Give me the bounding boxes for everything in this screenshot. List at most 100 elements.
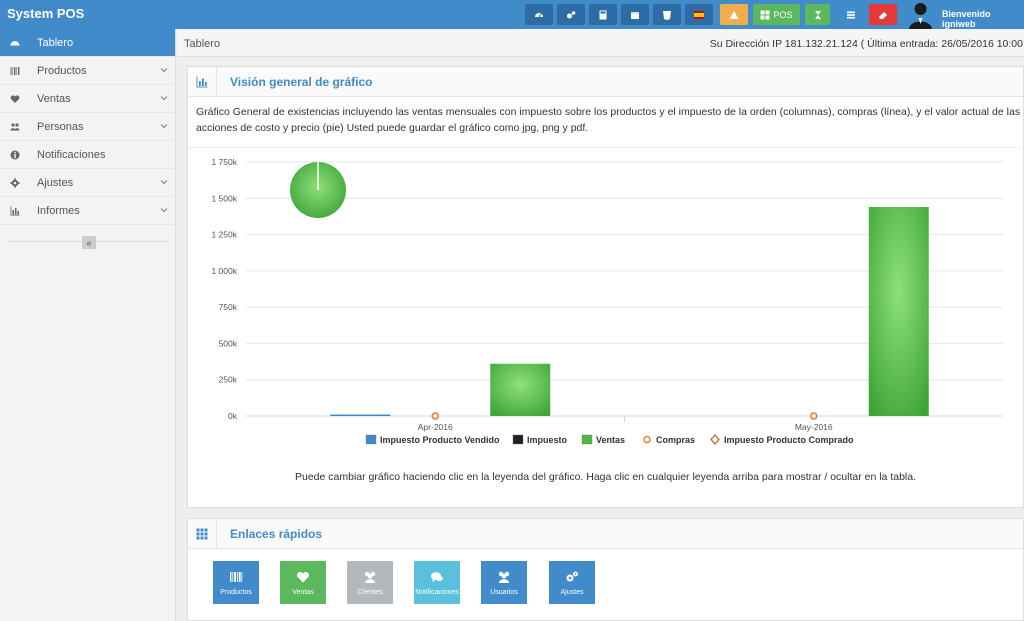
point-compras [809,412,818,420]
legend-ventas-swatch [581,434,593,445]
pos-button[interactable]: POS [753,4,800,25]
legend-impuesto-swatch [512,434,524,445]
welcome-user[interactable]: Bienvenido igniweb [942,9,991,29]
chevron-down-icon [160,180,168,185]
calculator-button[interactable] [589,4,617,25]
quicklink-label: Clientes [357,588,383,596]
quicklink-usuarios[interactable]: Usuarios [481,561,527,604]
legend-impuesto-producto-vendido-swatch [365,434,377,445]
chart-help-note: Puede cambiar gráfico haciendo clic en l… [294,471,917,483]
panel-title: Enlaces rápidos [230,527,323,541]
cogs-icon [566,571,578,581]
quicklink-clientes[interactable]: Clientes [347,561,393,604]
eraser-icon [879,11,887,19]
info-icon [9,149,21,161]
point-compras [431,412,440,420]
cogs-icon [567,10,576,18]
legend-ventas[interactable]: Ventas [596,435,625,445]
sidebar-item-label: Notificaciones [37,148,106,161]
bar-ventas [490,363,551,416]
calendar-icon [631,11,639,19]
grid-icon [188,519,217,548]
y-tick-label: 250k [219,375,238,385]
css3-icon [663,10,671,20]
calculator-icon [599,10,607,19]
bar-impuesto-producto-vendido [330,414,391,416]
sidebar-item-label: Productos [37,64,87,77]
heart-icon [296,571,310,582]
panel-header: Enlaces rápidos [188,519,1023,549]
top-navbar: System POS POS Bienvenido igniweb [0,0,1024,29]
x-tick-label: May-2016 [795,422,833,432]
y-tick-label: 1 250k [211,230,237,240]
dashboard-icon [9,37,21,49]
quicklink-ventas[interactable]: Ventas [280,561,326,604]
y-tick-label: 1 000k [211,266,237,276]
alerts-button[interactable] [720,4,748,25]
sidebar: Tablero Productos Ventas Personas Notifi… [0,29,176,621]
pos-button-label: POS [773,9,793,20]
quicklink-label: Usuarios [490,588,518,596]
ip-info: Su Dirección IP 181.132.21.124 ( Última … [709,38,1023,50]
user-avatar[interactable] [906,0,935,29]
breadcrumb-current[interactable]: Tablero [184,38,221,50]
quicklink-label: Productos [220,588,252,596]
chevron-down-icon [160,96,168,101]
bar-ventas [868,206,929,416]
bar-chart-icon [9,205,21,217]
legend-impuesto-producto-vendido[interactable]: Impuesto Producto Vendido [380,435,500,445]
sidebar-item-label: Tablero [37,36,74,49]
calendar-button[interactable] [621,4,649,25]
dashboard-icon [535,12,543,17]
chevron-down-icon [160,208,168,213]
sidebar-item-ventas[interactable]: Ventas [0,85,175,113]
comments-icon [431,571,443,582]
chart[interactable]: 0k 250k 500k 750k 1 000k 1 250k 1 500k 1 750k Ap… [188,148,1024,468]
legend-compras[interactable]: Compras [656,435,695,445]
chevron-down-icon [160,68,168,73]
legend-impuesto-producto-comprado[interactable]: Impuesto Producto Comprado [724,435,854,445]
dashboard-button[interactable] [525,4,553,25]
quicklink-notificaciones[interactable]: Notificaciones [414,561,460,604]
users-icon [364,571,376,583]
quicklink-productos[interactable]: Productos [213,561,259,604]
bar-chart-icon [188,67,217,96]
sidebar-collapse-button[interactable]: « [82,236,96,249]
chart-area: 0k 250k 500k 750k 1 000k 1 250k 1 500k 1 750k Ap… [188,147,1024,507]
sidebar-item-informes[interactable]: Informes [0,197,175,225]
sidebar-item-label: Informes [37,204,80,217]
language-button[interactable] [685,4,713,25]
heart-icon [9,93,21,105]
cog-icon [9,177,21,189]
settings-button[interactable] [557,4,585,25]
sidebar-item-label: Ventas [37,92,71,105]
quick-links-panel: Enlaces rápidos Productos Ventas Cliente… [187,518,1024,621]
legend-compras-swatch [643,435,651,444]
pos-grid-icon [760,10,770,19]
sidebar-item-personas[interactable]: Personas [0,113,175,141]
app-title[interactable]: System POS [7,6,85,21]
quicklink-label: Notificaciones [415,588,459,596]
users-icon [9,121,21,133]
css3-button[interactable] [653,4,681,25]
sidebar-item-ajustes[interactable]: Ajustes [0,169,175,197]
legend-impuesto-producto-comprado-swatch [710,433,720,446]
sidebar-item-tablero[interactable]: Tablero [0,29,175,57]
panel-header: Visión general de gráfico [188,67,1023,97]
hourglass-button[interactable] [805,4,830,25]
panel-title: Visión general de gráfico [230,75,373,89]
y-tick-label: 0k [228,411,238,421]
clear-cache-button[interactable] [869,4,897,25]
quicklink-label: Ajustes [560,588,584,596]
sidebar-item-label: Personas [37,120,84,133]
legend-impuesto[interactable]: Impuesto [527,435,568,445]
sidebar-item-notificaciones[interactable]: Notificaciones [0,141,175,169]
hourglass-icon [814,10,821,19]
spanish-flag-icon [694,10,704,19]
barcode-icon [9,65,21,77]
list-button[interactable] [837,4,865,25]
y-tick-label: 1 500k [211,193,237,203]
y-tick-label: 500k [219,338,238,348]
quicklink-ajustes[interactable]: Ajustes [549,561,595,604]
sidebar-item-productos[interactable]: Productos [0,57,175,85]
